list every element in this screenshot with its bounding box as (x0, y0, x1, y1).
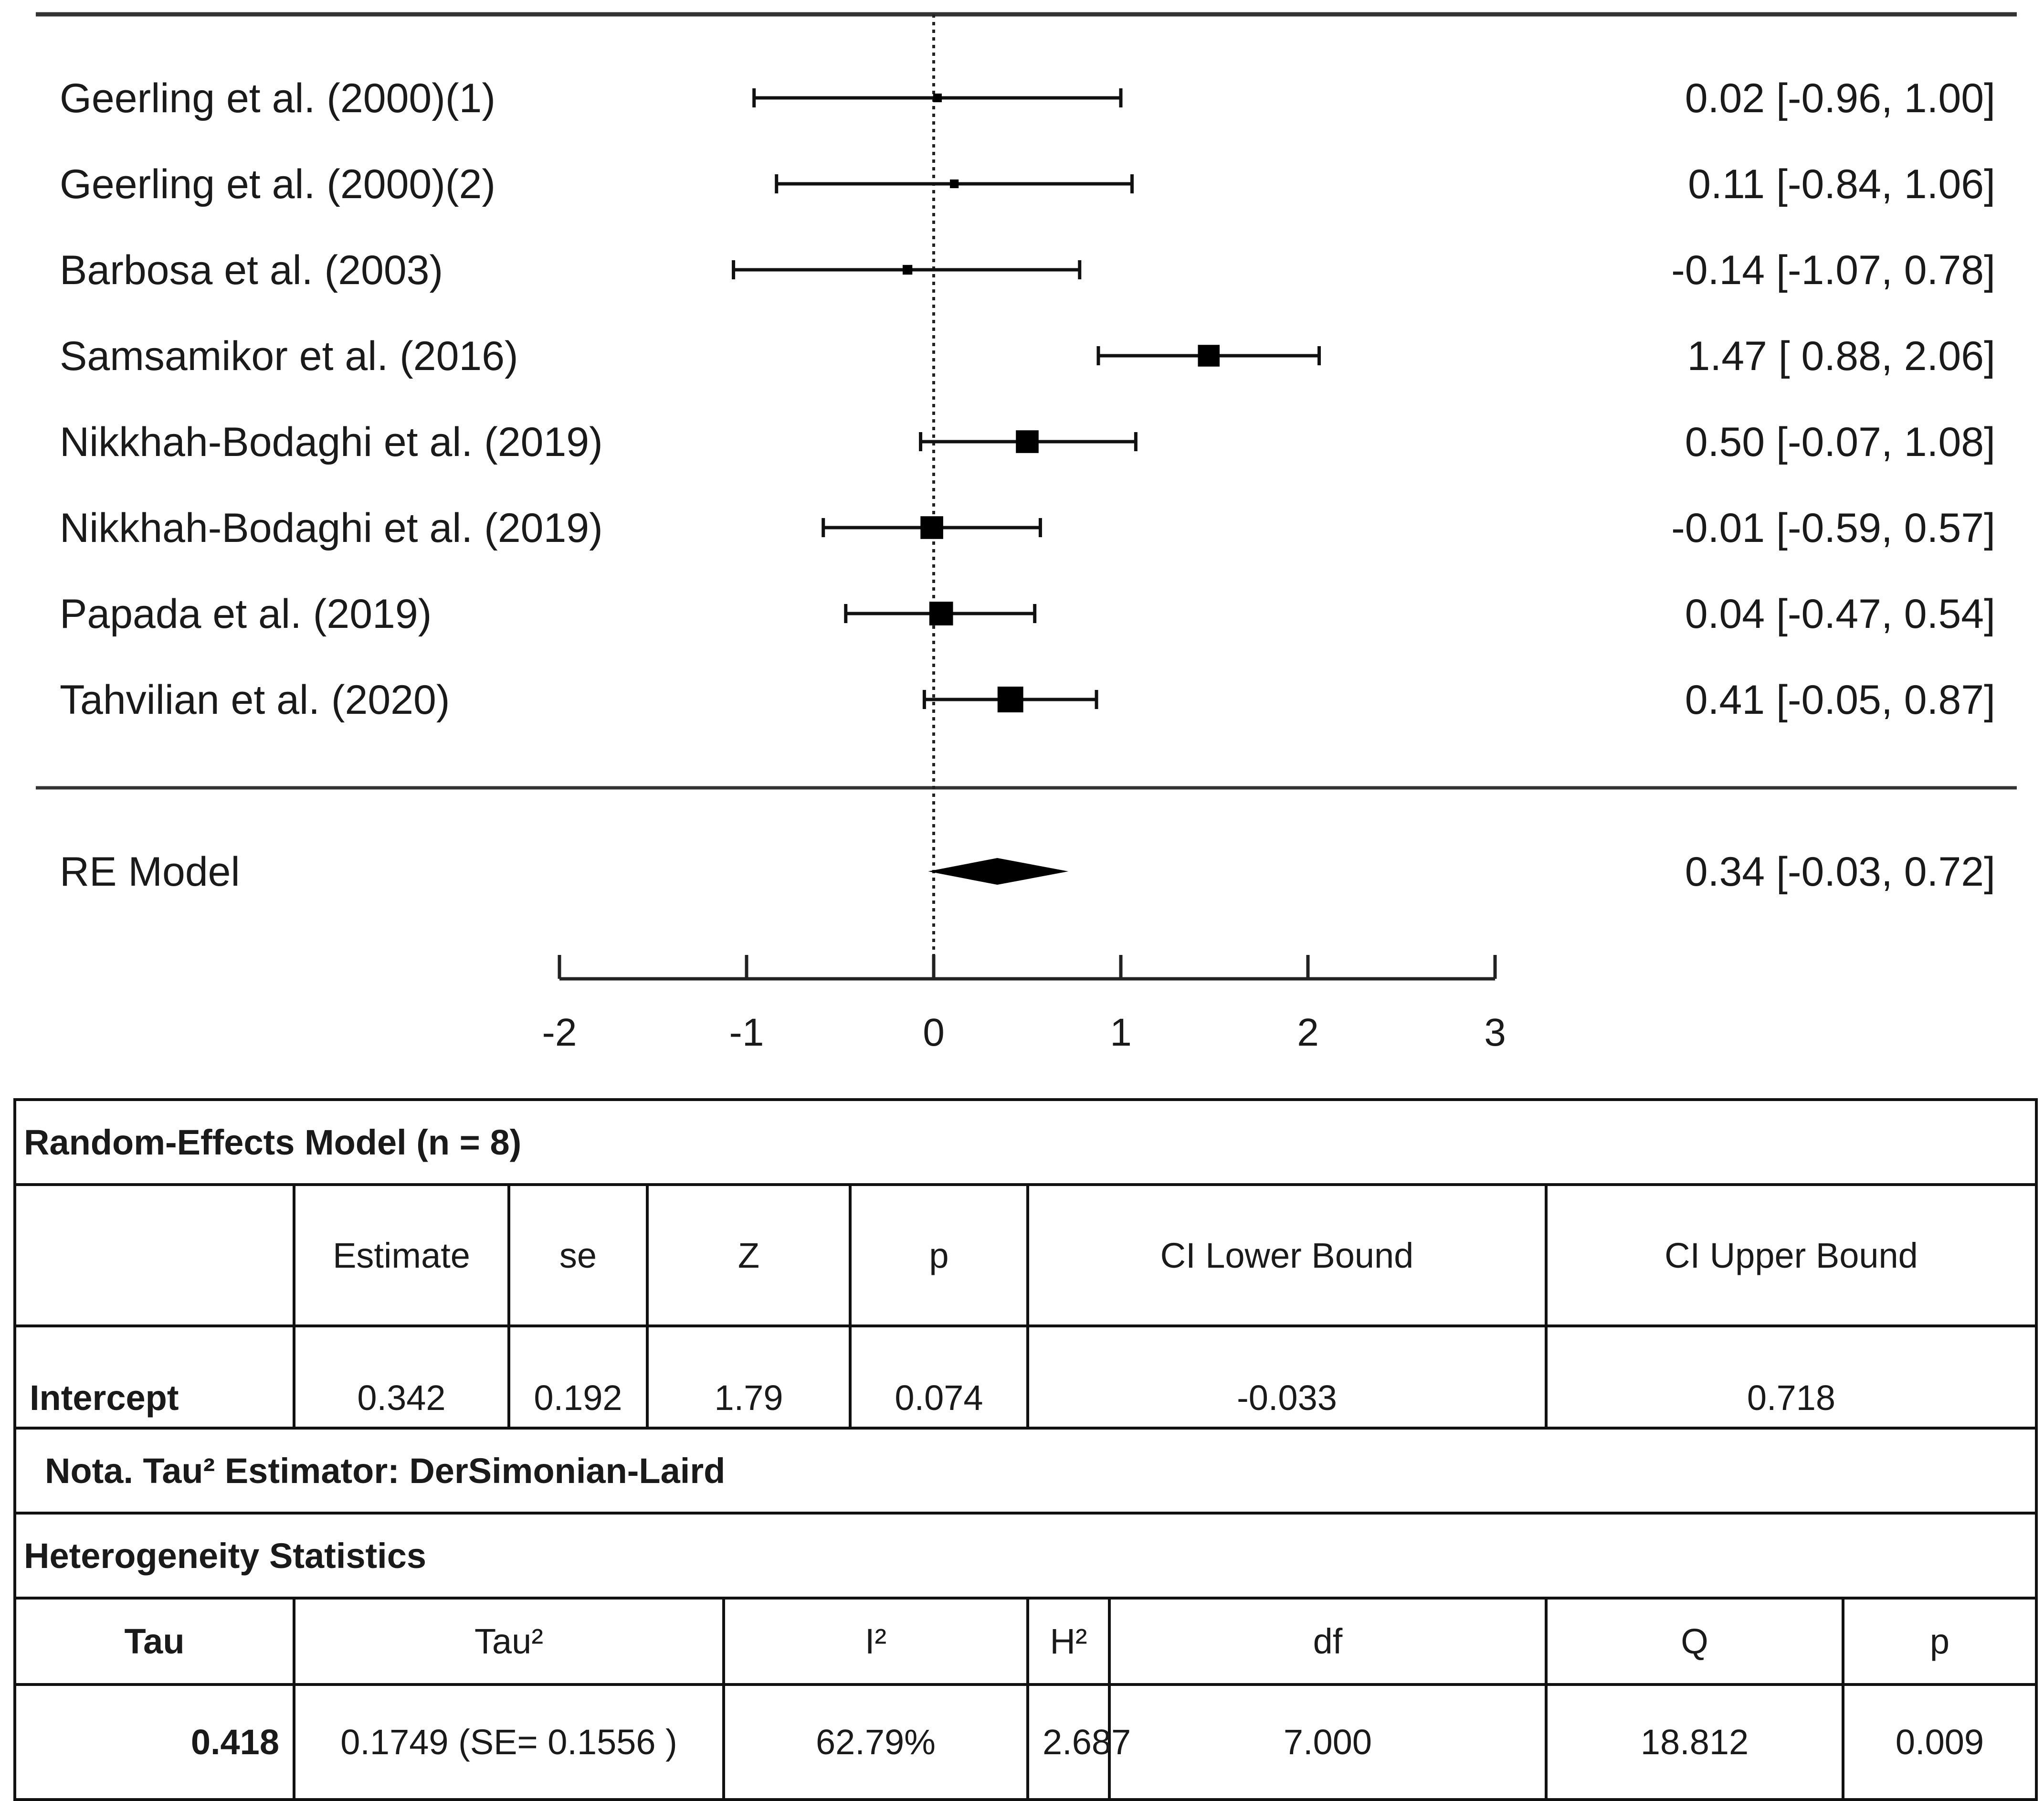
het-value-h2: 2.687 (1026, 1683, 1131, 1801)
summary-diamond (928, 858, 1069, 885)
study-label: Geerling et al. (2000)(1) (60, 75, 495, 121)
note-row: Nota. Tau² Estimator: DerSimonian-Laird (13, 1427, 2038, 1515)
study-value: 1.47 [ 0.88, 2.06] (1687, 333, 1995, 379)
heterogeneity-title: Heterogeneity Statistics (13, 1512, 2038, 1600)
header-estimate: Estimate (293, 1183, 510, 1327)
study-label: Tahvilian et al. (2020) (60, 677, 450, 723)
x-tick-label: 3 (1484, 1011, 1506, 1054)
summary-value: 0.34 [-0.03, 0.72] (1685, 849, 1995, 895)
x-tick-label: -2 (542, 1011, 577, 1054)
study-row: Samsamikor et al. (2016) 1.47 [ 0.88, 2.0… (60, 333, 1995, 379)
het-value-tau: 0.418 (13, 1683, 295, 1801)
intercept-ci-lower: -0.033 (1026, 1324, 1548, 1430)
header-empty-cell (13, 1183, 295, 1327)
study-value: 0.04 [-0.47, 0.54] (1685, 591, 1995, 637)
het-header-tau2: Tau² (293, 1597, 725, 1686)
het-header-df: df (1108, 1597, 1548, 1686)
intercept-ci-upper: 0.718 (1545, 1324, 2038, 1430)
het-value-q: 18.812 (1545, 1683, 1844, 1801)
het-value-tau2: 0.1749 (SE= 0.1556 ) (293, 1683, 725, 1801)
study-label: Papada et al. (2019) (60, 591, 432, 637)
header-ci-upper: CI Upper Bound (1545, 1183, 2038, 1327)
point-estimate (950, 179, 959, 189)
intercept-estimate: 0.342 (293, 1324, 510, 1430)
study-label: Barbosa et al. (2003) (60, 247, 443, 293)
study-value: 0.11 [-0.84, 1.06] (1688, 161, 1995, 207)
het-header-h2: H² (1026, 1597, 1111, 1686)
point-estimate (920, 516, 943, 539)
het-value-df: 7.000 (1108, 1683, 1548, 1801)
forest-plot: Geerling et al. (2000)(1) 0.02 [-0.96, 1.… (36, 12, 2017, 1054)
header-ci-lower: CI Lower Bound (1026, 1183, 1548, 1327)
table-title-row: Random-Effects Model (n = 8) (13, 1098, 2038, 1186)
heterogeneity-values-row: 0.418 0.1749 (SE= 0.1556 ) 62.79% 2.687 … (13, 1683, 2038, 1801)
table-title: Random-Effects Model (n = 8) (13, 1098, 2038, 1186)
header-z: Z (646, 1183, 852, 1327)
summary-layer: RE Model 0.34 [-0.03, 0.72] (60, 849, 1995, 895)
het-value-p: 0.009 (1842, 1683, 2038, 1801)
table-header-row: Estimate se Z p CI Lower Bound CI Upper … (13, 1183, 2038, 1327)
het-header-p: p (1842, 1597, 2038, 1686)
study-row: Tahvilian et al. (2020) 0.41 [-0.05, 0.87… (60, 677, 1995, 723)
point-estimate (997, 687, 1023, 712)
heterogeneity-title-row: Heterogeneity Statistics (13, 1512, 2038, 1600)
x-axis: -2 -1 0 1 2 3 (542, 955, 1506, 1054)
het-header-i2: I² (722, 1597, 1029, 1686)
het-header-tau: Tau (13, 1597, 295, 1686)
header-se: se (507, 1183, 649, 1327)
x-tick-label: -1 (729, 1011, 764, 1054)
x-tick-label: 2 (1297, 1011, 1319, 1054)
header-p: p (849, 1183, 1029, 1327)
study-row: Nikkhah-Bodaghi et al. (2019) -0.01 [-0.5… (60, 505, 1995, 551)
het-header-q: Q (1545, 1597, 1844, 1686)
study-label: Nikkhah-Bodaghi et al. (2019) (60, 419, 603, 465)
study-value: -0.14 [-1.07, 0.78] (1671, 247, 1995, 293)
intercept-row: Intercept 0.342 0.192 1.79 0.074 -0.033 … (13, 1324, 2038, 1430)
study-label: Geerling et al. (2000)(2) (60, 161, 495, 207)
x-tick-label: 1 (1110, 1011, 1132, 1054)
het-value-i2: 62.79% (722, 1683, 1029, 1801)
point-estimate (902, 265, 913, 275)
point-estimate (929, 602, 953, 625)
study-row: Barbosa et al. (2003) -0.14 [-1.07, 0.78] (60, 247, 1995, 293)
intercept-se: 0.192 (507, 1324, 649, 1430)
study-value: 0.41 [-0.05, 0.87] (1685, 677, 1995, 723)
study-row: Nikkhah-Bodaghi et al. (2019) 0.50 [-0.07… (60, 419, 1995, 465)
estimator-note: Nota. Tau² Estimator: DerSimonian-Laird (13, 1427, 2038, 1515)
intercept-z: 1.79 (646, 1324, 852, 1430)
study-row: Papada et al. (2019) 0.04 [-0.47, 0.54] (60, 591, 1995, 637)
study-value: 0.50 [-0.07, 1.08] (1685, 419, 1995, 465)
summary-label: RE Model (60, 849, 240, 895)
point-estimate (1198, 345, 1220, 367)
study-value: -0.01 [-0.59, 0.57] (1671, 505, 1995, 551)
random-effects-table: Random-Effects Model (n = 8) Estimate se… (13, 1098, 2038, 1801)
study-value: 0.02 [-0.96, 1.00] (1685, 75, 1995, 121)
study-row: Geerling et al. (2000)(2) 0.11 [-0.84, 1.… (60, 161, 1995, 207)
intercept-p: 0.074 (849, 1324, 1029, 1430)
studies-layer: Geerling et al. (2000)(1) 0.02 [-0.96, 1.… (60, 75, 1995, 723)
x-tick-label: 0 (923, 1011, 945, 1054)
point-estimate (933, 93, 942, 103)
study-row: Geerling et al. (2000)(1) 0.02 [-0.96, 1.… (60, 75, 1995, 121)
heterogeneity-header-row: Tau Tau² I² H² df Q p (13, 1597, 2038, 1686)
study-label: Samsamikor et al. (2016) (60, 333, 518, 379)
point-estimate (1016, 430, 1039, 453)
study-label: Nikkhah-Bodaghi et al. (2019) (60, 505, 603, 551)
intercept-label: Intercept (13, 1324, 295, 1430)
